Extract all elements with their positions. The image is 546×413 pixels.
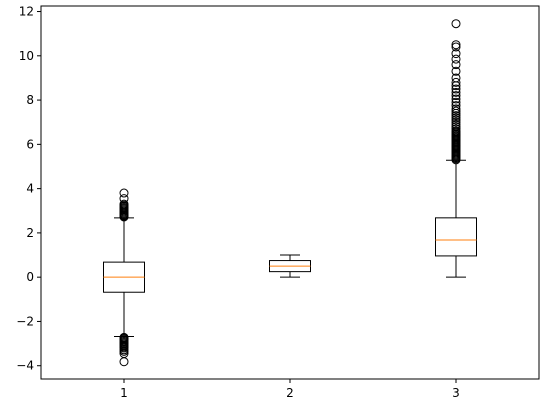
outlier-point bbox=[451, 119, 461, 129]
outlier-point bbox=[451, 66, 461, 76]
x-tick-label: 2 bbox=[286, 386, 294, 400]
outlier-point bbox=[119, 194, 129, 204]
outlier-point bbox=[451, 54, 461, 64]
outlier-point bbox=[451, 91, 461, 101]
outlier-point bbox=[451, 87, 461, 97]
outlier-point bbox=[451, 111, 461, 121]
outlier-point bbox=[451, 73, 461, 83]
outlier-point bbox=[451, 84, 461, 94]
outlier-point bbox=[119, 188, 129, 198]
outlier-point bbox=[451, 19, 461, 29]
box-group-3 bbox=[435, 19, 477, 278]
y-tick-label: 4 bbox=[26, 182, 34, 196]
outlier-point bbox=[451, 40, 461, 50]
box bbox=[435, 217, 477, 257]
y-tick-label: 0 bbox=[26, 270, 34, 284]
outlier-point bbox=[451, 113, 461, 123]
box-marks bbox=[103, 19, 477, 367]
plot-area bbox=[41, 6, 539, 379]
y-tick-label: 10 bbox=[19, 49, 34, 63]
outlier-point bbox=[451, 124, 461, 134]
outlier-point bbox=[119, 199, 129, 209]
outlier-point bbox=[451, 101, 461, 111]
y-tick-label: 8 bbox=[26, 93, 34, 107]
box-group-2 bbox=[269, 254, 311, 278]
outlier-point bbox=[119, 357, 129, 367]
y-tick-label: −2 bbox=[16, 314, 34, 328]
outlier-point bbox=[451, 94, 461, 104]
y-tick-label: 12 bbox=[19, 5, 34, 19]
box-group-1 bbox=[103, 188, 145, 367]
outlier-point bbox=[451, 97, 461, 107]
x-tick-label: 1 bbox=[120, 386, 128, 400]
outlier-point bbox=[451, 122, 461, 132]
outlier-point bbox=[451, 117, 461, 127]
outlier-point bbox=[119, 346, 129, 356]
y-tick-label: 2 bbox=[26, 226, 34, 240]
outlier-point bbox=[451, 126, 461, 136]
outlier-point bbox=[451, 104, 461, 114]
outlier-point bbox=[451, 60, 461, 70]
y-tick-label: −4 bbox=[16, 359, 34, 373]
y-tick-label: 6 bbox=[26, 137, 34, 151]
outlier-point bbox=[451, 42, 461, 52]
outlier-point bbox=[451, 77, 461, 87]
outlier-point bbox=[451, 49, 461, 59]
outlier-point bbox=[451, 115, 461, 125]
outlier-point bbox=[451, 106, 461, 116]
x-tick-label: 3 bbox=[452, 386, 460, 400]
